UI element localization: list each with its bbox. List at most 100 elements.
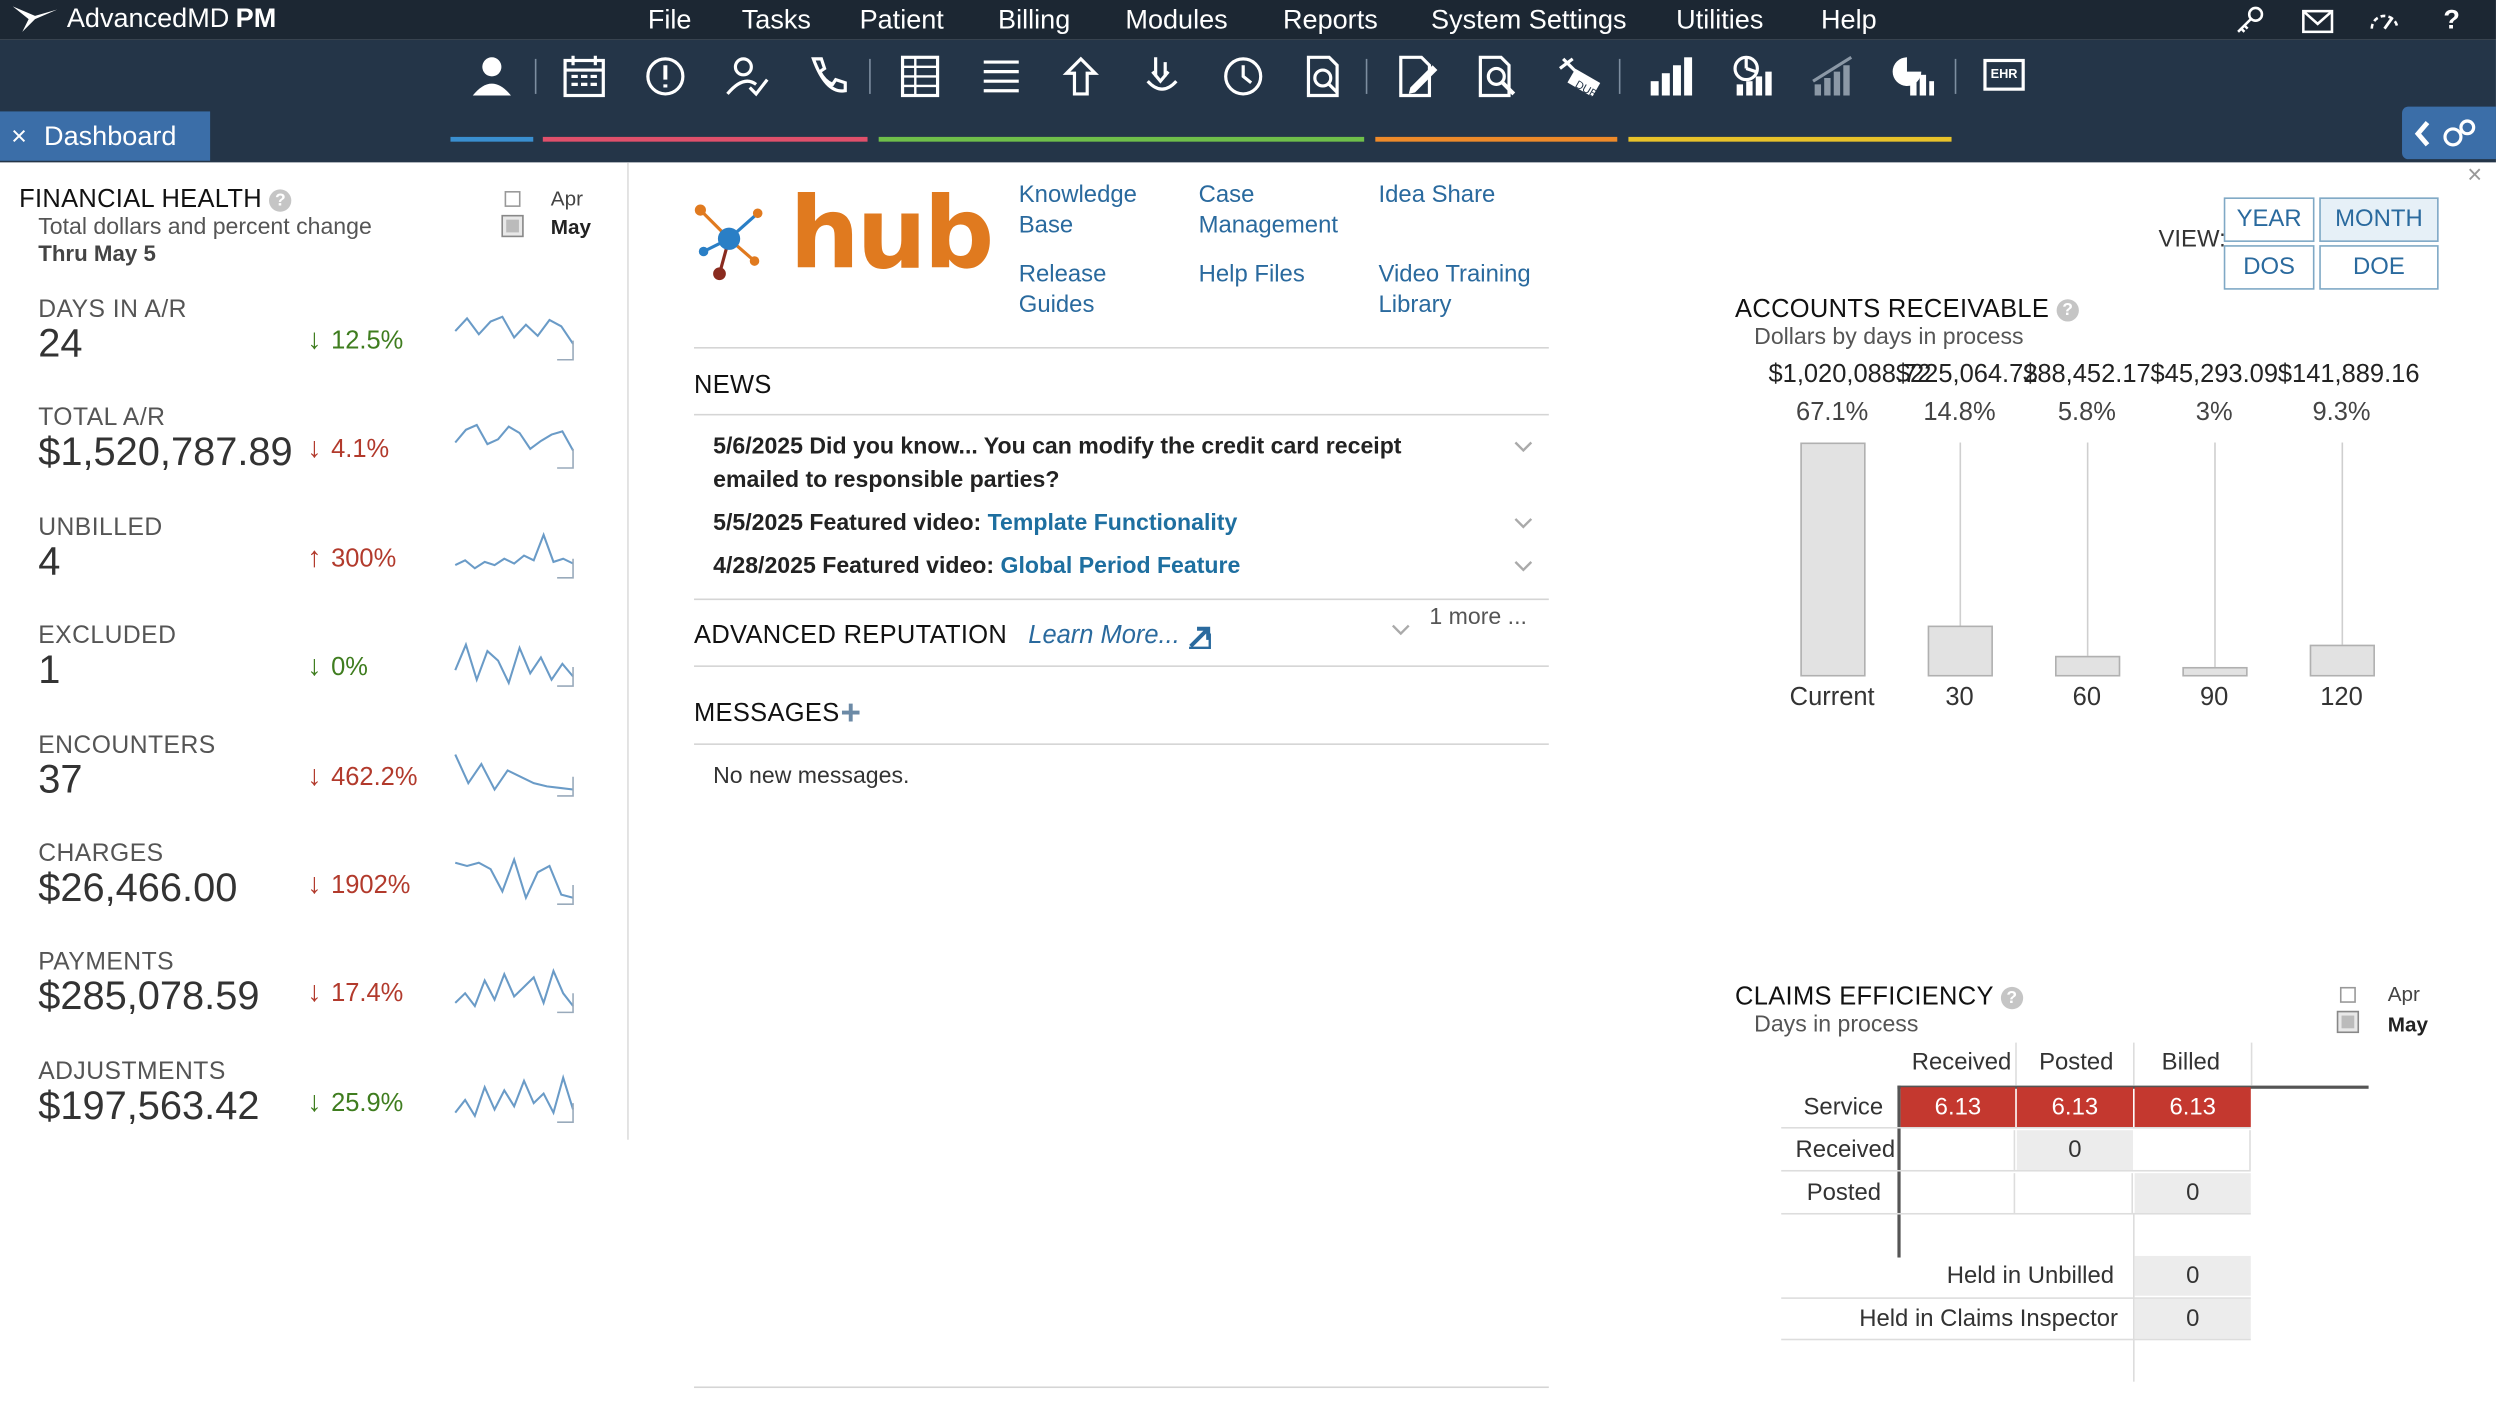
hub-link-idea-share[interactable]: Idea Share	[1378, 180, 1495, 210]
report-icon[interactable]	[1727, 53, 1775, 101]
kpi-sparkline-total-a-r[interactable]	[452, 418, 576, 472]
upload-icon[interactable]	[1057, 53, 1105, 101]
hub-link-line1: Help Files	[1198, 261, 1305, 289]
financial-health-help-icon[interactable]: ?	[269, 189, 292, 212]
hub-link-case-management[interactable]: Case Management	[1199, 180, 1338, 240]
kpi-change-value: 300%	[331, 545, 397, 573]
reputation-learn-more-link[interactable]: Learn More...	[1028, 622, 1180, 650]
kpi-value-excluded[interactable]: 1	[38, 648, 61, 693]
kpi-value-unbilled[interactable]: 4	[38, 539, 61, 584]
view-month-button[interactable]: MONTH	[2319, 197, 2439, 242]
view-year-button[interactable]: YEAR	[2223, 197, 2315, 242]
alert-icon[interactable]	[641, 53, 689, 101]
hub-link-knowledge-base[interactable]: Knowledge Base	[1019, 180, 1137, 240]
kpi-label-encounters: ENCOUNTERS	[38, 731, 216, 759]
menu-reports[interactable]: Reports	[1282, 4, 1378, 36]
edit-doc-icon[interactable]	[1393, 53, 1441, 101]
ar-bar-120[interactable]	[2309, 643, 2375, 677]
ar-bar-guide	[2086, 442, 2089, 677]
news-more-link[interactable]: 1 more ...	[1429, 604, 1527, 631]
ar-help-icon[interactable]: ?	[2056, 298, 2079, 322]
kpi-value-charges[interactable]: $26,466.00	[38, 865, 238, 911]
view-dos-button[interactable]: DOS	[2223, 245, 2315, 290]
kpi-label-charges: CHARGES	[38, 840, 164, 868]
kpi-sparkline-excluded[interactable]	[452, 635, 576, 689]
gauge-icon[interactable]	[2369, 5, 2401, 37]
settings-button[interactable]	[2402, 106, 2496, 160]
menu-help[interactable]: Help	[1821, 4, 1877, 36]
search-doc-icon[interactable]	[1299, 53, 1347, 101]
kpi-sparkline-payments[interactable]	[452, 962, 576, 1016]
kpi-value-total-a-r[interactable]: $1,520,787.89	[38, 430, 293, 475]
key-icon[interactable]	[2233, 5, 2265, 37]
tab-dashboard[interactable]: × Dashboard	[0, 111, 211, 161]
menu-system-settings[interactable]: System Settings	[1431, 4, 1627, 36]
dashboard-chart-icon[interactable]	[1888, 53, 1936, 101]
list-icon[interactable]	[977, 53, 1025, 101]
menu-utilities[interactable]: Utilities	[1676, 4, 1764, 36]
kpi-change-value: 12.5%	[331, 327, 404, 355]
chevron-down-icon[interactable]	[1514, 517, 1533, 530]
inspect-icon[interactable]	[1472, 53, 1520, 101]
kpi-value-encounters[interactable]: 37	[38, 757, 83, 802]
news-item-2[interactable]: 5/5/2025 Featured video: Template Functi…	[713, 508, 1237, 541]
hub-link-help-files[interactable]: Help Files	[1199, 259, 1305, 289]
kpi-sparkline-adjustments[interactable]	[452, 1071, 576, 1125]
external-link-icon[interactable]	[1187, 624, 1212, 650]
news-item-2-link[interactable]: Template Functionality	[987, 510, 1238, 537]
close-panel-icon[interactable]: ×	[2467, 162, 2483, 190]
menu-patient[interactable]: Patient	[859, 4, 944, 36]
hub-link-release-guides[interactable]: Release Guides	[1019, 259, 1107, 319]
kpi-sparkline-days-in-a-r[interactable]	[452, 309, 576, 363]
claims-help-icon[interactable]: ?	[2000, 986, 2024, 1009]
kpi-sparkline-encounters[interactable]	[452, 744, 576, 798]
financial-health-subtitle: Total dollars and percent change	[38, 214, 372, 241]
ar-percent-label: 67.1%	[1796, 399, 1869, 427]
add-message-icon[interactable]: +	[840, 692, 861, 733]
ar-bar-90[interactable]	[2182, 666, 2248, 677]
kpi-arrow-icon: ↑	[307, 540, 322, 573]
clock-icon[interactable]	[1219, 53, 1267, 101]
menu-billing[interactable]: Billing	[998, 4, 1071, 36]
kpi-value-days-in-a-r[interactable]: 24	[38, 321, 83, 367]
chevron-down-icon[interactable]	[1514, 441, 1533, 454]
kpi-value-payments[interactable]: $285,078.59	[38, 974, 260, 1020]
hub-link-video-training-library[interactable]: Video Training Library	[1378, 259, 1530, 319]
kpi-arrow-icon: ↓	[307, 976, 322, 1009]
ar-subtitle: Dollars by days in process	[1754, 324, 2024, 351]
legend-prev-label: Apr	[550, 186, 583, 211]
scheduler-icon[interactable]	[560, 53, 608, 101]
ehr-icon[interactable]: EHR	[1983, 58, 2025, 91]
news-item-3-link[interactable]: Global Period Feature	[1000, 553, 1241, 580]
chevron-down-icon[interactable]	[1514, 560, 1533, 573]
trend-chart-icon[interactable]	[1808, 53, 1856, 101]
tab-close-icon[interactable]: ×	[11, 120, 27, 152]
bar-chart-icon[interactable]	[1646, 53, 1694, 101]
menu-file[interactable]: File	[647, 4, 692, 36]
kpi-arrow-icon: ↓	[307, 867, 322, 900]
menu-tasks[interactable]: Tasks	[741, 4, 811, 36]
menu-modules[interactable]: Modules	[1125, 4, 1228, 36]
claims-cell-received-billed	[2135, 1130, 2251, 1170]
phone-icon[interactable]	[804, 53, 852, 101]
news-item-1[interactable]: 5/6/2025 Did you know... You can modify …	[713, 431, 1461, 498]
kpi-value-adjustments[interactable]: $197,563.42	[38, 1083, 260, 1129]
due-icon[interactable]: DUE	[1554, 53, 1602, 101]
claims-cell-posted-billed: 0	[2134, 1173, 2251, 1213]
mail-icon[interactable]	[2302, 5, 2334, 37]
kpi-sparkline-charges[interactable]	[452, 853, 576, 907]
news-item-3[interactable]: 4/28/2025 Featured video: Global Period …	[713, 551, 1240, 584]
ar-bar-current[interactable]	[1800, 442, 1866, 677]
kpi-sparkline-unbilled[interactable]	[452, 527, 576, 581]
check-in-icon[interactable]	[723, 53, 771, 101]
payment-icon[interactable]	[1138, 53, 1186, 101]
ar-bar-30[interactable]	[1927, 625, 1993, 677]
hub-logo[interactable]: hub	[691, 175, 994, 297]
charges-icon[interactable]	[896, 53, 944, 101]
sparkline-path	[454, 968, 574, 1009]
view-doe-button[interactable]: DOE	[2319, 245, 2439, 290]
patient-icon[interactable]	[468, 53, 516, 101]
help-icon[interactable]: ?	[2443, 4, 2460, 36]
ar-bar-60[interactable]	[2055, 656, 2121, 677]
expand-news-icon[interactable]	[1391, 624, 1410, 637]
